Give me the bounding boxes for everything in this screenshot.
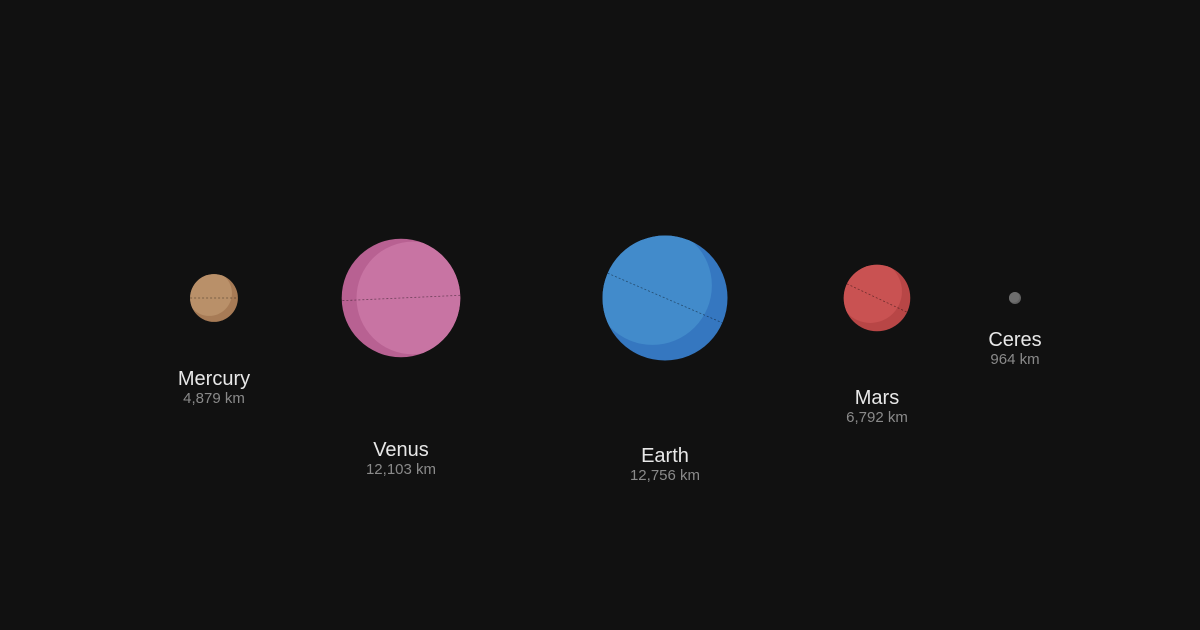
planet-diameter: 964 km bbox=[990, 351, 1040, 368]
planet-label-earth: Earth 12,756 km bbox=[565, 446, 765, 483]
planet-diameter: 6,792 km bbox=[846, 409, 908, 426]
planet-lit-side bbox=[1009, 292, 1020, 303]
planet-name: Ceres bbox=[988, 329, 1042, 351]
planet-name: Mars bbox=[854, 387, 900, 409]
planet-diameter: 12,756 km bbox=[629, 467, 701, 484]
planet-label-venus: Venus 12,103 km bbox=[301, 440, 501, 477]
planet-label-ceres: Ceres 964 km bbox=[915, 330, 1115, 367]
planet-lit-side bbox=[190, 274, 232, 316]
planet-venus bbox=[341, 238, 461, 358]
planet-mars bbox=[843, 264, 911, 332]
planet-ceres bbox=[1009, 292, 1021, 304]
planet-label-mars: Mars 6,792 km bbox=[777, 388, 977, 425]
planet-name: Venus bbox=[373, 439, 429, 461]
planet-lit-side bbox=[602, 235, 712, 345]
planet-lit-side bbox=[356, 241, 461, 355]
planet-diameter: 12,103 km bbox=[365, 461, 437, 478]
planet-name: Mercury bbox=[177, 368, 251, 390]
planet-mercury bbox=[190, 274, 238, 322]
planet-lit-side bbox=[843, 264, 902, 323]
planet-diameter: 4,879 km bbox=[183, 390, 245, 407]
planet-name: Earth bbox=[641, 445, 689, 467]
planet-label-mercury: Mercury 4,879 km bbox=[114, 369, 314, 406]
planet-axis-line bbox=[846, 283, 908, 313]
planet-axis-line bbox=[607, 272, 723, 324]
planet-earth bbox=[602, 235, 728, 361]
